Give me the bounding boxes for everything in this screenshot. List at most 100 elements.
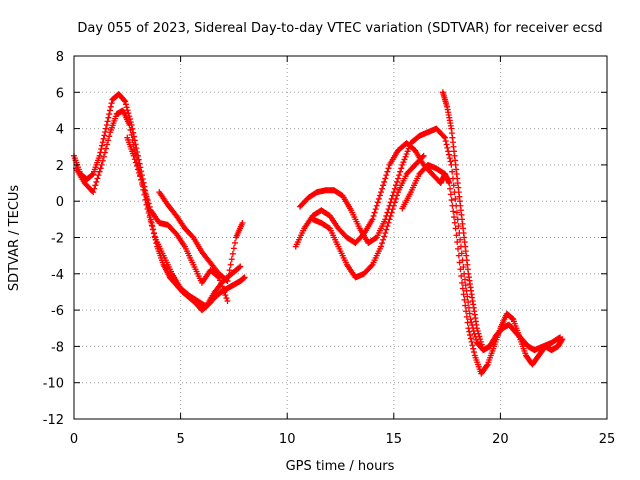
data-point — [383, 172, 390, 179]
data-point — [150, 230, 157, 237]
data-point — [370, 212, 377, 219]
data-point — [395, 175, 402, 182]
data-point — [126, 121, 133, 128]
data-point — [141, 186, 148, 193]
data-point — [458, 250, 465, 257]
y-tick-label: 4 — [56, 123, 64, 138]
x-axis-label: GPS time / hours — [286, 459, 395, 474]
data-point — [228, 256, 235, 263]
data-point — [460, 263, 467, 270]
data-point — [440, 170, 447, 177]
data-point — [104, 118, 111, 125]
data-point — [477, 338, 484, 345]
data-point — [98, 161, 105, 168]
data-point — [400, 159, 407, 166]
data-point — [447, 191, 454, 198]
data-point — [401, 156, 408, 163]
data-point — [122, 98, 129, 105]
y-tick-label: 2 — [56, 159, 64, 174]
data-point — [470, 345, 477, 352]
data-point — [226, 267, 233, 274]
data-point — [480, 347, 487, 354]
data-point — [108, 100, 115, 107]
data-point — [398, 165, 405, 172]
data-point — [476, 333, 483, 340]
data-point — [405, 145, 412, 152]
data-point — [461, 296, 468, 303]
data-point — [101, 132, 108, 139]
data-point — [105, 137, 112, 144]
data-point — [556, 335, 563, 342]
data-point — [455, 223, 462, 230]
data-point — [137, 173, 144, 180]
data-point — [382, 229, 389, 236]
data-point — [133, 163, 140, 170]
data-point — [466, 310, 473, 317]
grid-lines — [74, 56, 607, 419]
data-point — [385, 219, 392, 226]
data-point — [459, 279, 466, 286]
data-point — [96, 152, 103, 159]
data-point — [372, 206, 379, 213]
data-point — [106, 133, 113, 140]
data-point — [147, 218, 154, 225]
data-point — [379, 240, 386, 247]
data-point — [475, 330, 482, 337]
data-point — [389, 206, 396, 213]
data-point — [465, 299, 472, 306]
series-track-g — [309, 152, 427, 281]
data-point — [473, 336, 480, 343]
y-tick-label: -10 — [43, 377, 64, 392]
y-tick-label: 8 — [56, 50, 64, 65]
data-point — [449, 168, 456, 175]
data-point — [148, 222, 155, 229]
data-point — [220, 286, 227, 293]
data-point — [145, 200, 152, 207]
data-point — [467, 332, 474, 339]
data-point — [386, 216, 393, 223]
data-point — [451, 219, 458, 226]
series-track-c — [124, 134, 231, 305]
data-point — [468, 338, 475, 345]
data-point — [123, 104, 130, 111]
data-point — [237, 263, 244, 270]
data-point — [91, 185, 98, 192]
data-point — [130, 152, 137, 159]
data-point — [138, 176, 145, 183]
data-point — [146, 203, 153, 210]
data-point — [225, 272, 232, 279]
data-point — [384, 168, 391, 175]
data-point — [462, 282, 469, 289]
data-point — [402, 153, 409, 160]
data-point — [217, 277, 224, 284]
y-tick-label: 0 — [56, 195, 64, 210]
data-point — [224, 298, 231, 305]
data-point — [388, 209, 395, 216]
data-point — [374, 199, 381, 206]
data-point — [448, 197, 455, 204]
data-point — [447, 185, 454, 192]
data-point — [106, 107, 113, 114]
data-point — [143, 193, 150, 200]
data-point — [223, 277, 230, 284]
data-point — [446, 180, 453, 187]
y-tick-label: -6 — [51, 304, 64, 319]
data-point — [460, 291, 467, 298]
data-point — [403, 151, 410, 158]
data-point — [221, 289, 228, 296]
data-point — [445, 151, 452, 158]
data-point — [104, 141, 111, 148]
data-point — [440, 133, 447, 140]
data-point — [483, 362, 490, 369]
y-tick-label: -4 — [51, 268, 64, 283]
data-point — [391, 185, 398, 192]
data-point — [461, 276, 468, 283]
data-point — [379, 185, 386, 192]
data-point — [464, 293, 471, 300]
data-points — [71, 89, 566, 377]
data-point — [450, 208, 457, 215]
data-point — [446, 155, 453, 162]
data-point — [373, 202, 380, 209]
data-point — [97, 165, 104, 172]
